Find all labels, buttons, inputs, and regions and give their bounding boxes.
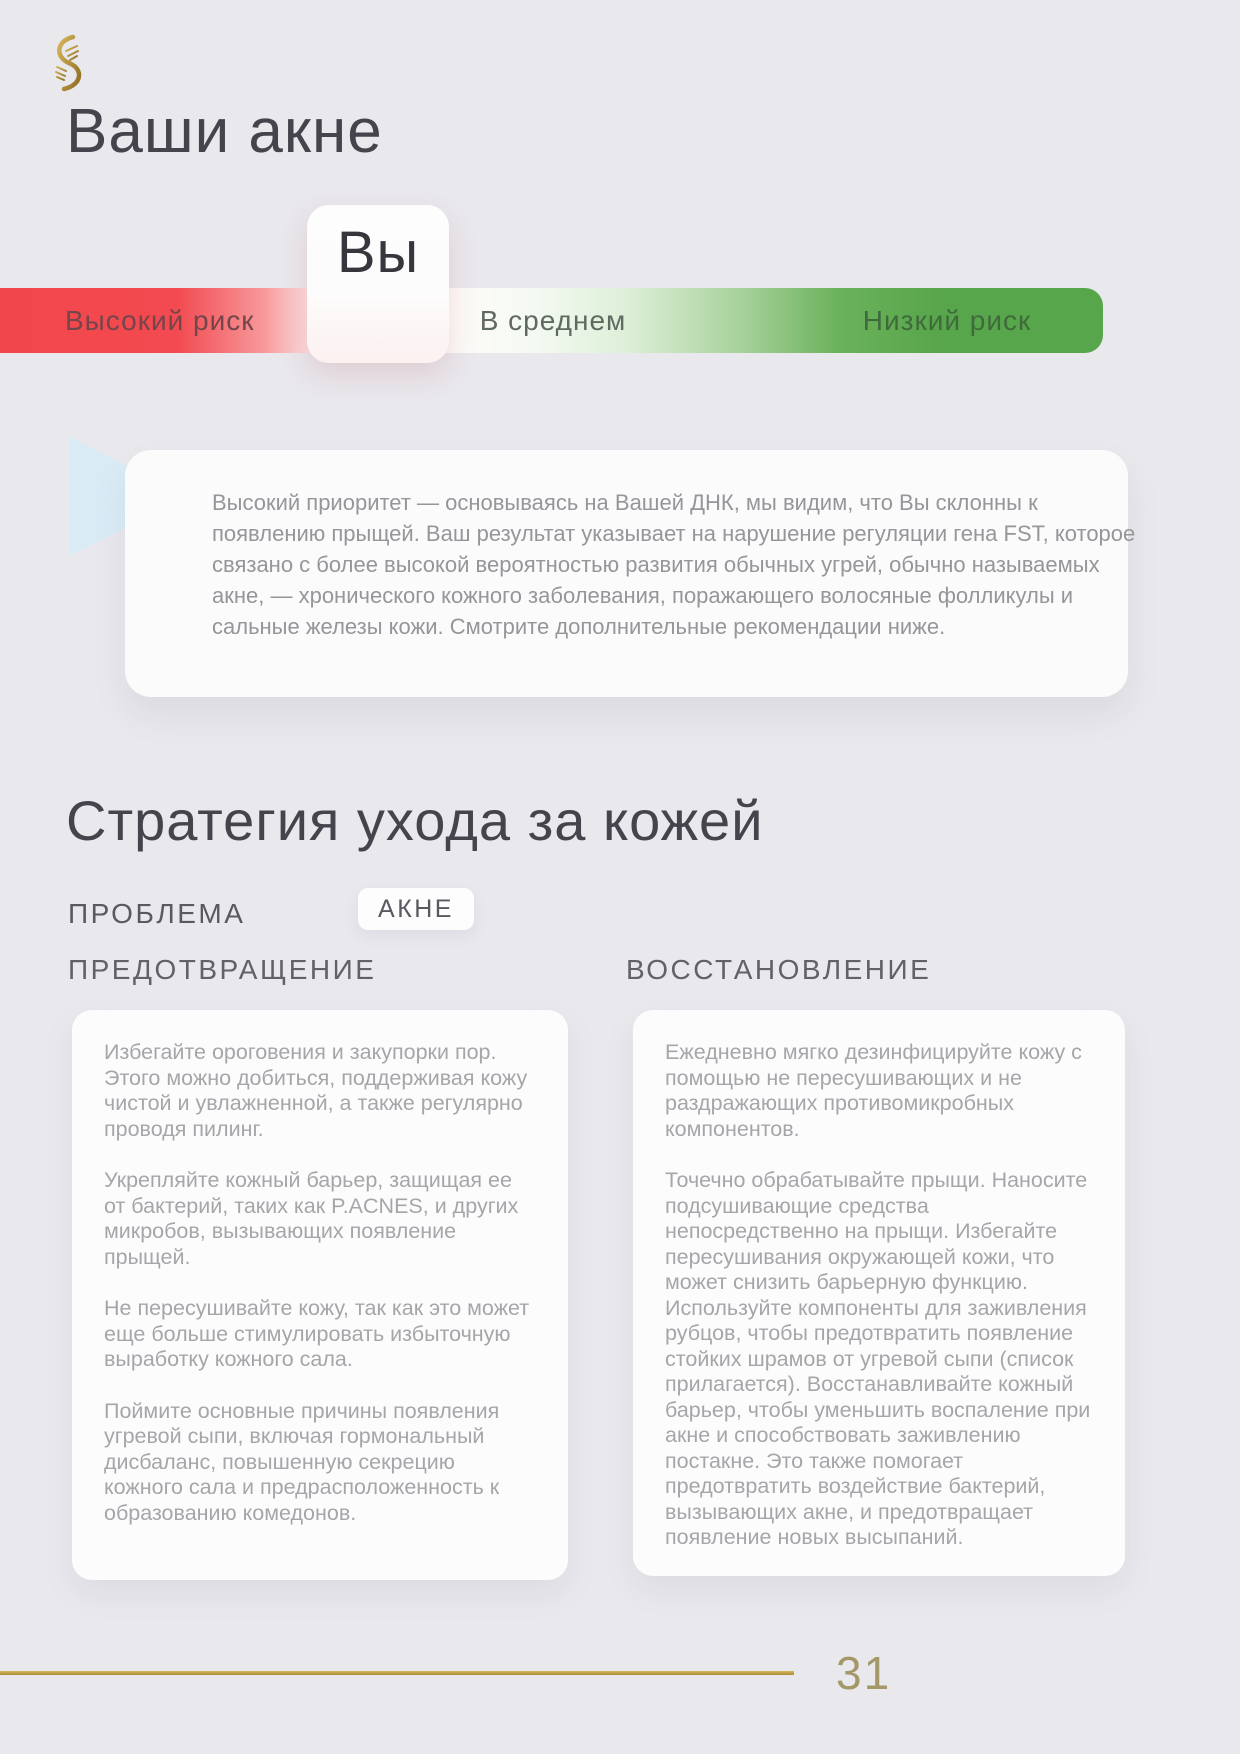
problem-value-badge: АКНЕ bbox=[358, 888, 474, 930]
dna-logo-icon bbox=[46, 34, 88, 92]
prevention-paragraph: Поймите основные причины появления угрев… bbox=[104, 1398, 500, 1525]
restoration-card: Ежедневно мягко дезинфицируйте кожу с по… bbox=[633, 1010, 1125, 1576]
page-number: 31 bbox=[836, 1647, 892, 1699]
prevention-card: Избегайте ороговения и закупорки пор. Эт… bbox=[72, 1010, 568, 1580]
prevention-paragraph: Избегайте ороговения и закупорки пор. Эт… bbox=[104, 1040, 528, 1141]
risk-gradient-bar: Высокий риск В среднем Низкий риск bbox=[0, 288, 1103, 353]
risk-label-average: В среднем bbox=[479, 304, 627, 336]
prevention-paragraph: Укрепляйте кожный барьер, защищая ее от … bbox=[104, 1168, 519, 1269]
restoration-paragraph: Точечно обрабатывайте прыщи. Наносите по… bbox=[665, 1168, 1091, 1549]
callout-text: Высокий приоритет — основываясь на Вашей… bbox=[212, 490, 1136, 639]
column-heading-prevention: ПРЕДОТВРАЩЕНИЕ bbox=[68, 954, 377, 985]
risk-label-low: Низкий риск bbox=[862, 304, 1032, 336]
page-title: Ваши акне bbox=[66, 97, 383, 166]
prevention-paragraph: Не пересушивайте кожу, так как это может… bbox=[104, 1296, 530, 1371]
risk-marker-label: Вы bbox=[336, 220, 420, 285]
restoration-paragraph: Ежедневно мягко дезинфицируйте кожу с по… bbox=[665, 1040, 1082, 1141]
footer-gold-rule bbox=[0, 1671, 794, 1675]
problem-value: АКНЕ bbox=[378, 894, 454, 923]
callout-card bbox=[125, 450, 1128, 697]
risk-label-high: Высокий риск bbox=[65, 304, 255, 336]
risk-marker-you: Вы bbox=[307, 205, 449, 363]
problem-label: ПРОБЛЕМА bbox=[68, 898, 246, 929]
column-heading-restoration: ВОССТАНОВЛЕНИЕ bbox=[626, 954, 932, 985]
section-title: Стратегия ухода за кожей bbox=[66, 789, 764, 852]
